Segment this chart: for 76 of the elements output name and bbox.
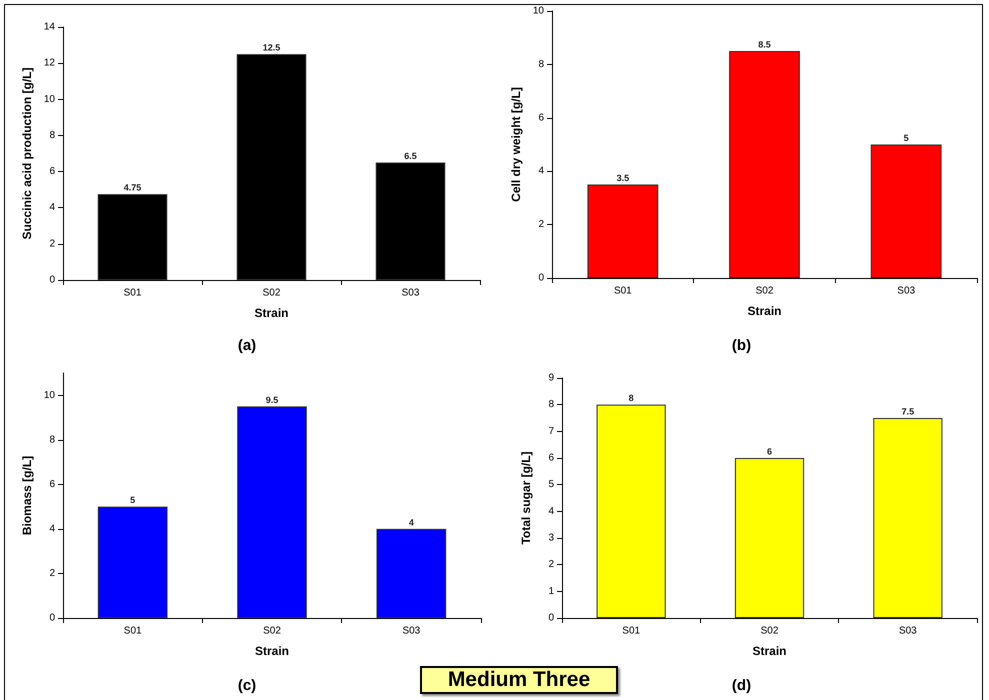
- text: (c): [238, 677, 256, 694]
- y-tick-label: 4: [538, 166, 544, 177]
- x-axis-title: Strain: [254, 306, 289, 320]
- x-tick-label: S02: [756, 286, 774, 296]
- y-tick-label: 4: [49, 523, 56, 534]
- data-label: 12.5: [262, 42, 280, 53]
- y-tick-label: 6: [538, 112, 544, 124]
- text: (a): [238, 337, 256, 354]
- bar: [587, 184, 658, 278]
- y-tick-label: 3: [548, 532, 554, 544]
- bar: [870, 144, 942, 278]
- x-axis-title: Strain: [747, 304, 782, 318]
- y-tick-label: 2: [49, 568, 56, 579]
- y-tick-label: 6: [548, 452, 554, 464]
- text: Medium Three: [420, 666, 618, 694]
- x-axis-title: Strain: [752, 644, 787, 658]
- y-axis-title: Total sugar [g/L]: [519, 451, 533, 545]
- data-label: 6: [766, 446, 772, 456]
- y-tick-label: 4: [49, 202, 56, 214]
- y-tick-label: 2: [548, 559, 554, 570]
- x-tick-label: S01: [124, 626, 142, 636]
- x-tick-label: S03: [402, 626, 421, 636]
- x-tick-label: S03: [898, 626, 918, 636]
- y-tick-label: 10: [44, 94, 56, 105]
- x-tick-label: S01: [614, 286, 632, 296]
- y-tick-label: 0: [538, 272, 544, 284]
- y-tick-label: 10: [532, 6, 544, 16]
- x-tick-label: S02: [263, 626, 282, 636]
- y-tick-label: 14: [44, 22, 56, 32]
- data-label: 4.75: [124, 182, 142, 193]
- y-tick-label: 9: [548, 372, 554, 384]
- y-tick-label: 6: [49, 478, 56, 490]
- y-axis-title: Succinic acid production [g/L]: [20, 67, 34, 240]
- y-tick-label: 7: [548, 426, 554, 437]
- y-tick-label: 2: [49, 238, 56, 250]
- y-tick-label: 2: [538, 219, 544, 230]
- bar: [376, 528, 446, 618]
- text: (d): [732, 677, 752, 694]
- x-tick-label: S01: [124, 288, 142, 298]
- y-axis-title: Biomass [g/L]: [20, 456, 34, 536]
- bar: [98, 506, 168, 618]
- y-tick-label: 1: [548, 586, 554, 597]
- x-axis-title: Strain: [254, 644, 290, 658]
- y-tick-label: 10: [44, 390, 56, 401]
- data-label: 7.5: [902, 406, 914, 416]
- y-tick-label: 8: [49, 434, 56, 446]
- y-tick-label: 8: [49, 130, 56, 141]
- bar: [237, 406, 307, 618]
- data-label: 8: [628, 393, 634, 404]
- data-label: 3.5: [616, 173, 630, 184]
- y-tick-label: 12: [44, 58, 56, 69]
- y-tick-label: 0: [49, 612, 56, 624]
- y-tick-label: 0: [548, 612, 554, 624]
- y-tick-label: 8: [538, 58, 544, 70]
- bar: [873, 418, 942, 618]
- y-tick-label: 5: [548, 479, 554, 490]
- x-tick-label: S03: [897, 286, 916, 296]
- y-tick-label: 6: [49, 166, 56, 178]
- bar: [729, 51, 800, 278]
- y-axis-title: Cell dry weight [g/L]: [508, 87, 523, 202]
- y-tick-label: 4: [548, 506, 554, 517]
- data-label: 5: [130, 495, 136, 506]
- bar: [734, 458, 804, 618]
- bar: [596, 404, 666, 618]
- data-label: 4: [408, 517, 414, 528]
- y-tick-label: 0: [49, 274, 56, 286]
- data-label: 6.5: [404, 151, 417, 162]
- text: (b): [732, 337, 752, 354]
- x-tick-label: S01: [622, 626, 640, 636]
- y-tick-label: 8: [548, 399, 554, 410]
- x-tick-label: S03: [402, 288, 420, 298]
- data-label: 9.5: [266, 394, 278, 405]
- x-tick-label: S02: [262, 288, 281, 298]
- data-label: 5: [904, 133, 909, 143]
- x-tick-label: S02: [760, 626, 779, 636]
- data-label: 8.5: [758, 40, 771, 50]
